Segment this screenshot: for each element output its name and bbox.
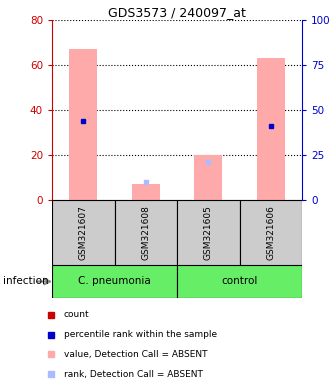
Text: control: control [221,276,258,286]
Text: GSM321605: GSM321605 [204,205,213,260]
Bar [257,58,285,200]
Text: value, Detection Call = ABSENT: value, Detection Call = ABSENT [64,350,207,359]
Bar [69,49,97,200]
Bar [240,200,302,265]
Bar [194,155,222,200]
Text: infection: infection [3,276,49,286]
Text: GSM321607: GSM321607 [79,205,88,260]
Bar [177,265,302,298]
Bar [132,184,160,200]
Bar [52,265,177,298]
Bar [177,200,240,265]
Text: count: count [64,310,89,319]
Text: GSM321606: GSM321606 [266,205,275,260]
Text: percentile rank within the sample: percentile rank within the sample [64,330,217,339]
Title: GDS3573 / 240097_at: GDS3573 / 240097_at [108,6,246,19]
Bar [52,200,115,265]
Bar [115,200,177,265]
Text: GSM321608: GSM321608 [141,205,150,260]
Text: rank, Detection Call = ABSENT: rank, Detection Call = ABSENT [64,370,203,379]
Text: C. pneumonia: C. pneumonia [78,276,151,286]
